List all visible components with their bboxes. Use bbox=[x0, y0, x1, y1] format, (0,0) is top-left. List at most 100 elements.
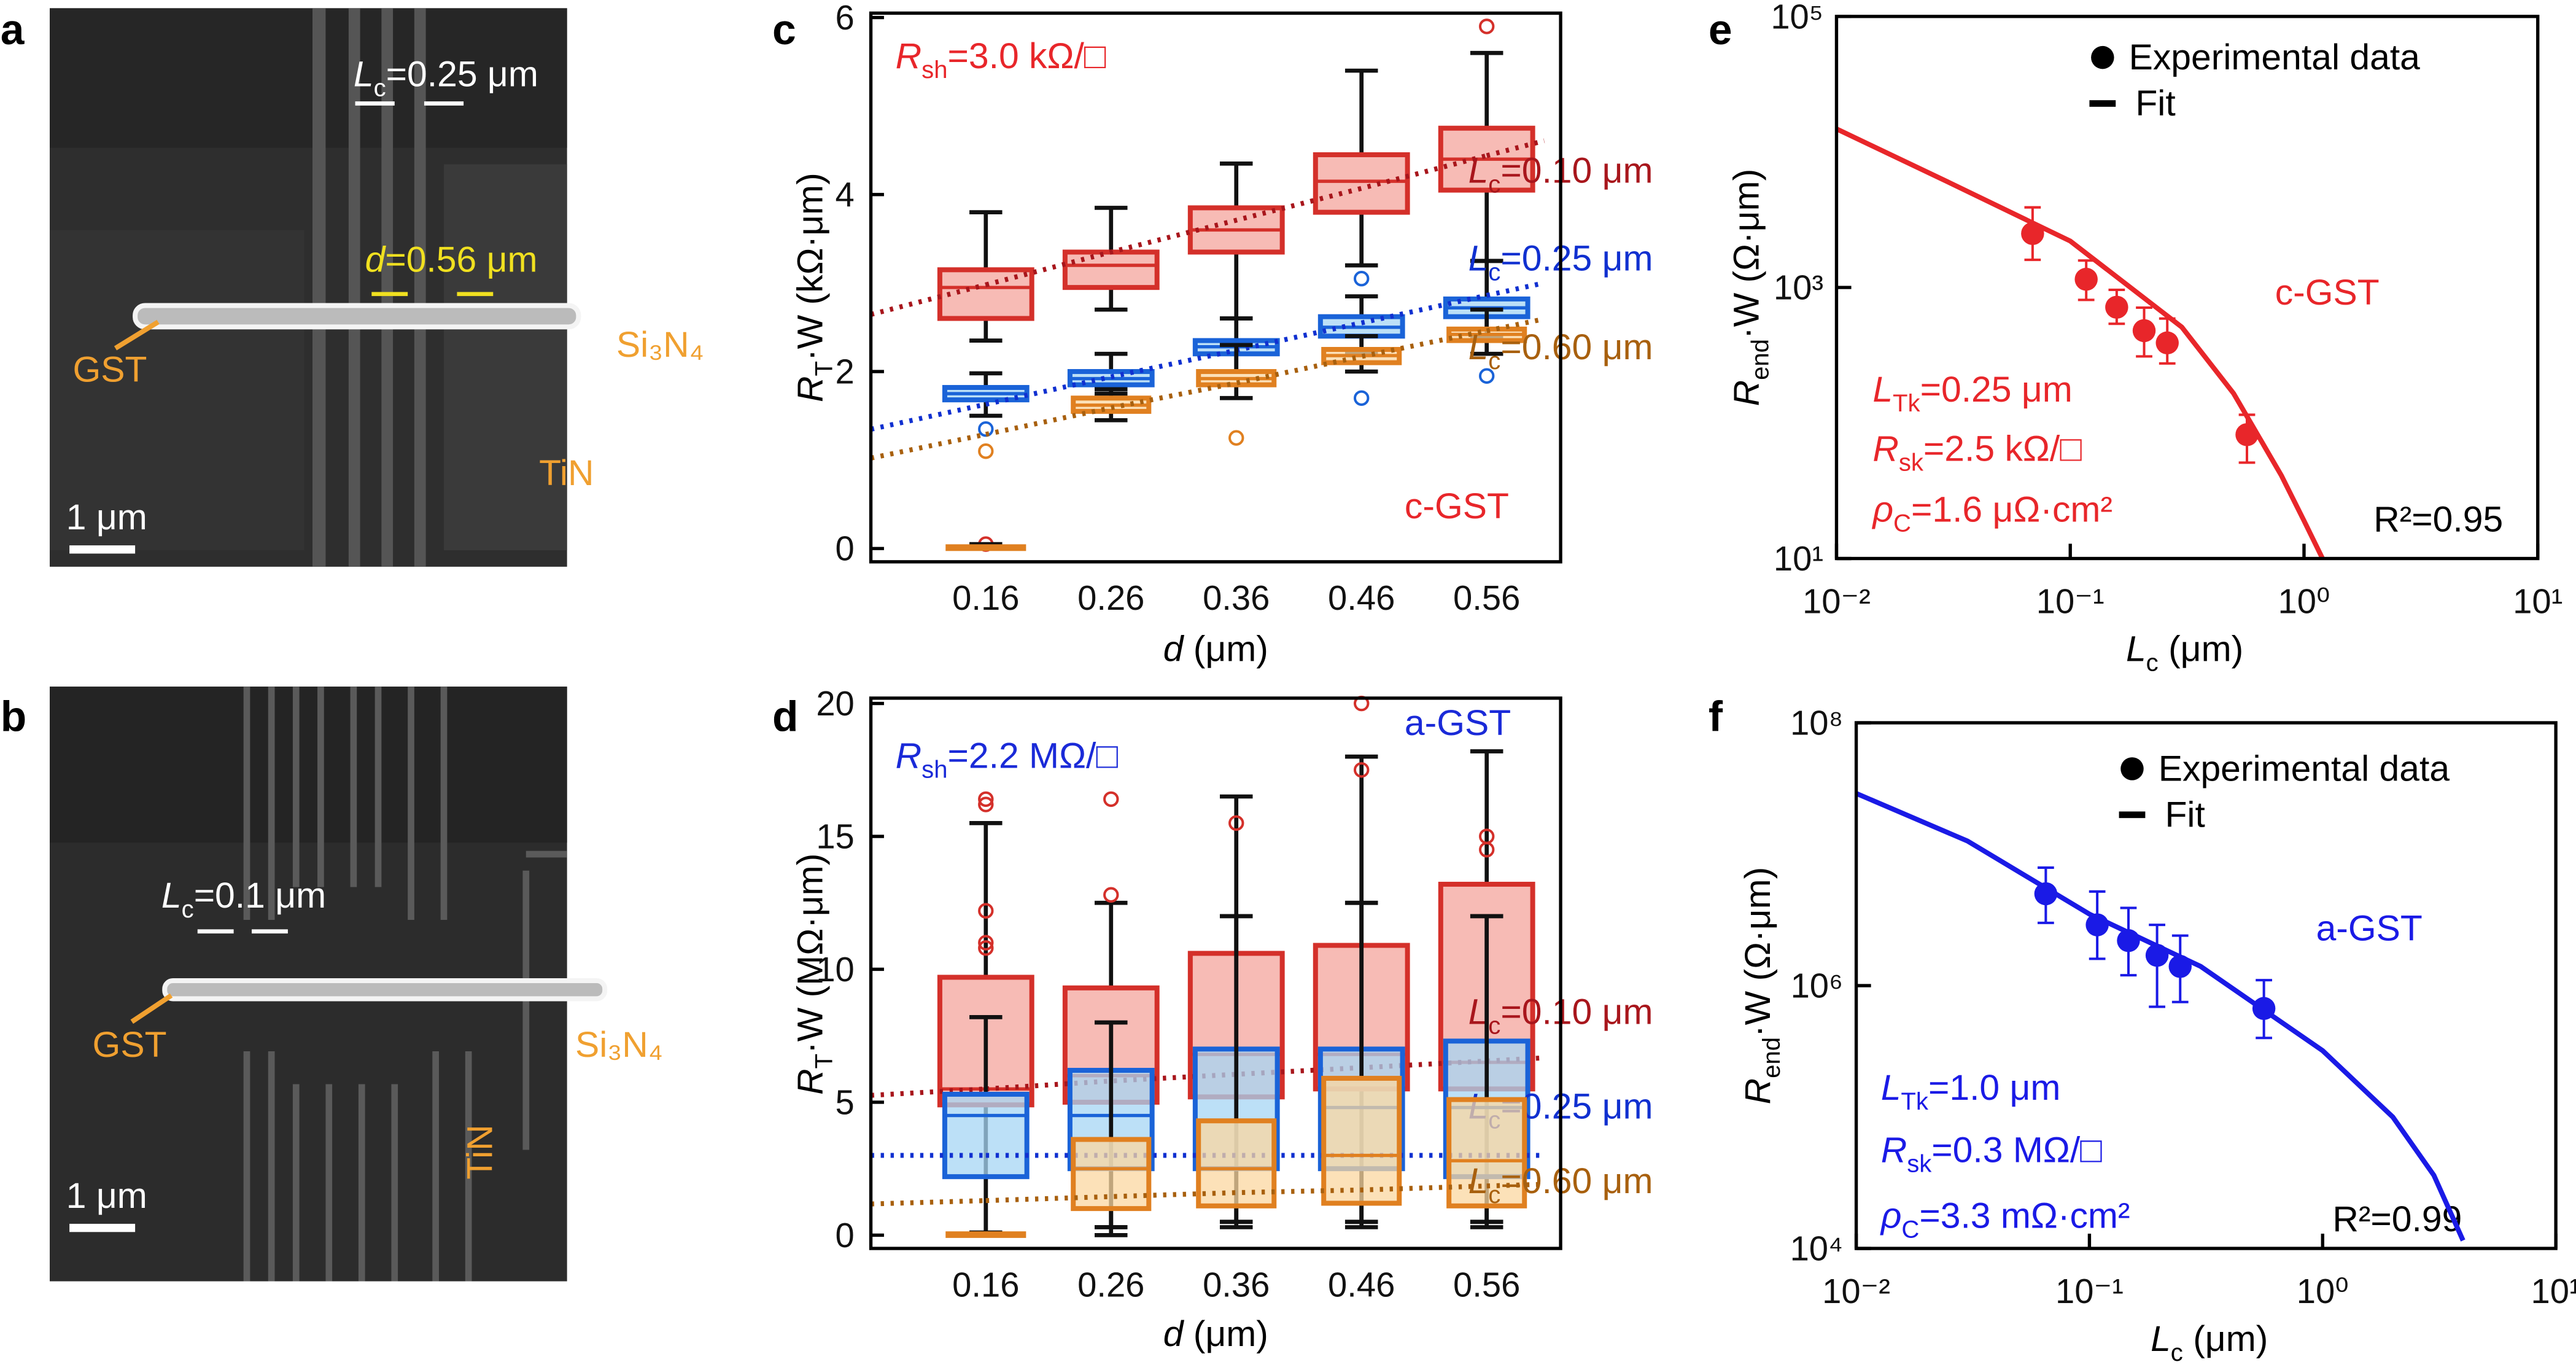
y-tick-label: 10 bbox=[816, 950, 854, 989]
fit-label: Lc=0.60 μm bbox=[1468, 1161, 1653, 1209]
annotation: c-GST bbox=[2275, 273, 2380, 313]
text-part: end bbox=[1758, 1037, 1785, 1078]
text-part: d bbox=[1163, 1314, 1185, 1354]
sem-region bbox=[50, 230, 305, 551]
panel-letter: a bbox=[1, 6, 25, 53]
legend-label: Experimental data bbox=[2159, 749, 2450, 788]
x-tick-label: 10⁰ bbox=[2297, 1272, 2349, 1310]
x-tick-label: 10⁻¹ bbox=[2055, 1272, 2124, 1310]
legend-marker bbox=[2089, 100, 2116, 107]
data-point bbox=[2105, 295, 2128, 319]
outlier bbox=[978, 935, 994, 951]
sem-electrodes bbox=[243, 687, 567, 1282]
y-tick-label: 10⁵ bbox=[1771, 0, 1823, 36]
y-tick-label: 0 bbox=[836, 529, 855, 568]
x-tick-label: 0.36 bbox=[1203, 1265, 1270, 1304]
annotation: R²=0.99 bbox=[2332, 1199, 2462, 1239]
text-part: =1.0 μm bbox=[1928, 1067, 2060, 1107]
annotation: ρC=1.6 μΩ·cm² bbox=[1871, 489, 2112, 537]
data-point bbox=[2155, 331, 2179, 355]
y-tick-label: 2 bbox=[836, 352, 855, 391]
sem-electrode bbox=[381, 8, 394, 567]
legend-label: Fit bbox=[2165, 795, 2205, 835]
text-part: sh bbox=[921, 56, 947, 84]
x-tick-label: 0.36 bbox=[1203, 578, 1270, 617]
data-point bbox=[2168, 955, 2192, 978]
annotation: a-GST bbox=[1405, 703, 1511, 743]
box bbox=[942, 1091, 1030, 1180]
data-point bbox=[2085, 913, 2109, 936]
electrode-label: TiN bbox=[539, 453, 594, 493]
legend-marker bbox=[2091, 45, 2114, 69]
legend-marker bbox=[2120, 757, 2144, 780]
data-point bbox=[2145, 943, 2169, 967]
arrow bbox=[114, 319, 160, 351]
legend-label: Fit bbox=[2135, 84, 2175, 123]
x-tick-label: 10¹ bbox=[2513, 582, 2562, 621]
data-point bbox=[2117, 929, 2140, 952]
x-axis-title: d (μm) bbox=[1163, 629, 1268, 669]
sem-image-a: a Lc=0.25 μm d=0.56 μm GST Si₃N₄ TiN 1 μ… bbox=[1, 6, 704, 567]
annotation: LTk=0.25 μm bbox=[1872, 369, 2072, 417]
outlier bbox=[1228, 430, 1244, 446]
text-part: a-GST bbox=[1405, 703, 1511, 743]
outlier bbox=[1103, 791, 1119, 808]
x-tick-label: 0.26 bbox=[1077, 1265, 1144, 1304]
box bbox=[1196, 1118, 1277, 1208]
outlier bbox=[978, 791, 994, 808]
x-tick-label: 0.26 bbox=[1077, 578, 1144, 617]
text-part: end bbox=[1746, 339, 1774, 380]
text-part: R bbox=[1881, 1130, 1907, 1170]
plot-frame bbox=[1834, 15, 2540, 561]
text-part: R bbox=[790, 376, 830, 402]
scale-bar bbox=[69, 1223, 136, 1232]
text-part: R bbox=[1738, 1078, 1778, 1105]
sem-region bbox=[444, 164, 567, 551]
outlier bbox=[1478, 18, 1495, 34]
panel-letter: f bbox=[1709, 692, 1723, 740]
text-part: L bbox=[1468, 1161, 1489, 1201]
text-part: c-GST bbox=[2275, 273, 2380, 313]
text-part: =2.5 kΩ/□ bbox=[1923, 429, 2082, 469]
text-part: R bbox=[1726, 380, 1766, 407]
y-tick-label: 5 bbox=[836, 1083, 855, 1121]
text-part: Tk bbox=[1893, 389, 1921, 417]
text-part: =0.25 μm bbox=[1920, 369, 2073, 409]
y-tick-label: 0 bbox=[836, 1216, 855, 1255]
outlier bbox=[1354, 271, 1370, 287]
y-tick-label: 10¹ bbox=[1774, 539, 1823, 578]
annotation: Rsk=2.5 kΩ/□ bbox=[1872, 429, 2082, 477]
text-part: C bbox=[1893, 509, 1911, 537]
text-part: L bbox=[2126, 629, 2146, 669]
text-part: R bbox=[896, 36, 922, 76]
outlier bbox=[978, 940, 994, 956]
y-tick-label: 6 bbox=[836, 0, 855, 37]
x-tick-label: 0.56 bbox=[1453, 1265, 1520, 1304]
text-part: =0.60 μm bbox=[1500, 327, 1653, 367]
y-tick-label: 10⁸ bbox=[1790, 704, 1843, 742]
x-tick-label: 0.46 bbox=[1328, 578, 1395, 617]
x-tick-label: 10⁻² bbox=[1802, 582, 1871, 621]
y-axis-title: RT·W (kΩ·μm) bbox=[790, 173, 838, 402]
y-tick-label: 10³ bbox=[1774, 268, 1823, 307]
text-part: L bbox=[1468, 150, 1489, 190]
plot-frame bbox=[869, 11, 1562, 564]
sem-electrode bbox=[348, 8, 360, 567]
panel-letter: d bbox=[772, 692, 798, 740]
text-part: T bbox=[810, 1054, 838, 1069]
legend-label: Experimental data bbox=[2129, 37, 2421, 77]
text-part: ρ bbox=[1871, 489, 1893, 529]
x-tick-label: 10⁻¹ bbox=[2036, 582, 2105, 621]
x-tick-label: 10¹ bbox=[2531, 1272, 2576, 1310]
box bbox=[1062, 249, 1160, 290]
x-tick-label: 0.46 bbox=[1328, 1265, 1395, 1304]
text-part: sh bbox=[921, 756, 947, 784]
text-part: (μm) bbox=[1183, 629, 1268, 669]
gst-bar bbox=[162, 978, 608, 1002]
x-tick-label: 0.56 bbox=[1453, 578, 1520, 617]
text-part: =0.25 μm bbox=[1500, 238, 1653, 278]
contact-length-label: Lc=0.25 μm bbox=[354, 54, 538, 102]
spacing-label: d=0.56 μm bbox=[365, 239, 538, 279]
text-part: c bbox=[1488, 170, 1500, 198]
